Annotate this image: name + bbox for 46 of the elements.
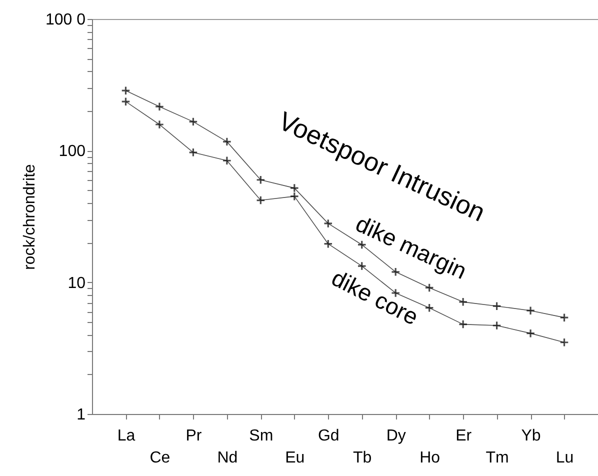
x-tick-label: Tb [353, 450, 372, 466]
point [121, 96, 130, 106]
point [154, 102, 164, 112]
point [323, 218, 333, 228]
x-tick-label: Ho [420, 450, 440, 466]
point [357, 261, 367, 271]
x-tick-label: Pr [186, 428, 202, 444]
point [560, 338, 569, 348]
point [390, 267, 400, 277]
y-tick-label: 100 0 [45, 12, 86, 28]
point [121, 86, 130, 96]
point [222, 156, 232, 166]
point [458, 297, 468, 307]
point [424, 303, 434, 313]
x-tick-label: Gd [318, 428, 340, 444]
point [526, 306, 536, 316]
point [222, 137, 232, 146]
x-tick-label: Nd [217, 450, 238, 466]
point [256, 175, 266, 185]
y-tick-label: 1 [76, 406, 86, 424]
x-tick-label: La [117, 428, 136, 444]
point [492, 320, 502, 330]
x-tick-label: Yb [521, 428, 541, 444]
point [492, 301, 502, 311]
y-tick-label: 10 [68, 274, 86, 292]
point [290, 192, 300, 201]
point [458, 320, 468, 329]
x-tick-label: Tm [486, 450, 509, 466]
x-tick-label: Ce [150, 450, 170, 466]
x-tick-label: Dy [386, 428, 406, 444]
point [154, 120, 164, 130]
point [323, 239, 333, 249]
point [560, 312, 569, 322]
x-tick-label: Er [456, 428, 472, 444]
y-axis-title: rock/chrondrite [21, 164, 38, 270]
point [526, 328, 536, 338]
point [188, 148, 198, 158]
point [424, 283, 434, 292]
y-tick-label: 100 [58, 143, 86, 160]
point [290, 183, 300, 193]
x-tick-label: Sm [249, 428, 274, 444]
point [256, 196, 266, 205]
x-tick-label: Lu [556, 450, 574, 466]
text: dike core [328, 264, 423, 330]
x-tick-label: Eu [285, 450, 305, 466]
point [188, 117, 198, 126]
